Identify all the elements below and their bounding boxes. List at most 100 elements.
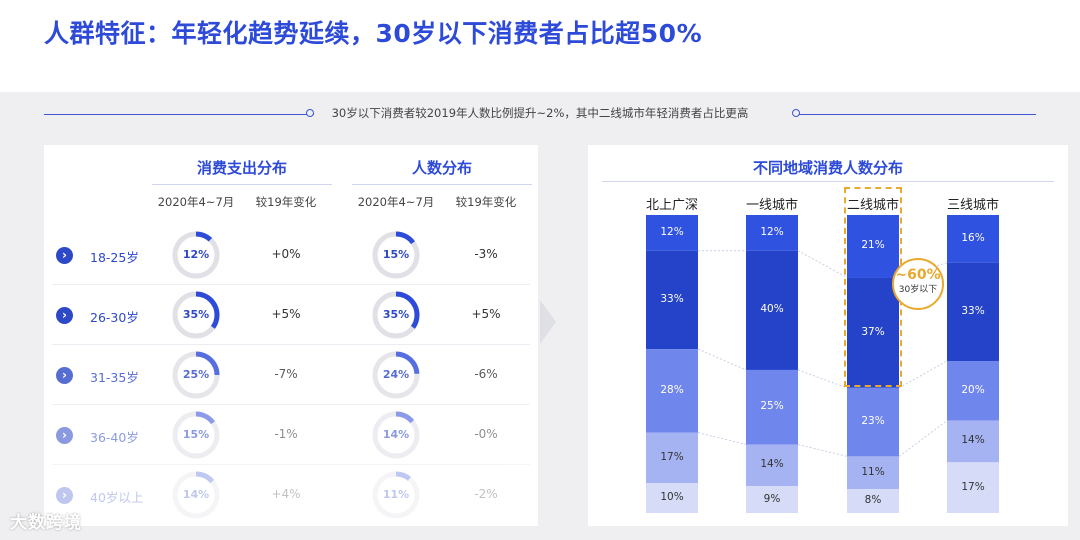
subtitle-line-right <box>798 114 1036 115</box>
segment-value-label: 28% <box>660 383 684 396</box>
bar-segment <box>646 215 698 251</box>
segment-value-label: 23% <box>861 415 885 428</box>
segment-value-label: 14% <box>961 434 985 447</box>
row-divider <box>52 284 530 285</box>
spend-group-title: 消费支出分布 <box>152 157 332 185</box>
bar-segment <box>646 250 698 350</box>
spend-ring <box>172 471 220 519</box>
stacked-bar-chart <box>646 215 999 513</box>
people-percent: 35% <box>382 308 410 321</box>
spend-ring <box>172 411 220 459</box>
people-change: -2% <box>474 487 498 501</box>
connector-line <box>898 360 948 389</box>
table-row: › 40岁以上 14% +4% 11% -2% <box>44 465 538 525</box>
spend-percent: 14% <box>182 488 210 501</box>
subtitle-text: 30岁以下消费者较2019年人数比例提升~2%，其中二线城市年轻消费者占比更高 <box>321 106 759 120</box>
spend-percent: 25% <box>182 368 210 381</box>
segment-value-label: 9% <box>763 492 781 505</box>
row-divider <box>52 404 530 405</box>
watermark-logo: 大数跨境 <box>10 513 82 533</box>
callout-value: ~60% <box>895 267 941 283</box>
segment-value-label: 14% <box>760 458 784 471</box>
highlight-callout: ~60% 30岁以下 <box>892 258 944 310</box>
category-label: 二线城市 <box>846 198 899 213</box>
spend-percent: 12% <box>182 248 210 261</box>
bar-segment <box>847 489 899 513</box>
row-divider <box>52 464 530 465</box>
bar-segment <box>646 349 698 433</box>
segment-value-label: 8% <box>864 494 882 507</box>
bar-segment <box>646 483 698 513</box>
spend-ring <box>172 231 220 279</box>
table-row: › 36-40岁 15% -1% 14% -0% <box>44 405 538 465</box>
people-period-header: 2020年4~7月 <box>357 195 435 209</box>
segment-value-label: 12% <box>660 225 684 238</box>
people-percent: 11% <box>382 488 410 501</box>
age-label: 40岁以上 <box>90 490 144 505</box>
region-chart-panel: 不同地域消费人数分布 北上广深 12% 33% 28% 17% 10% 一线城市 12% 40%… <box>588 145 1068 526</box>
bar-segment <box>746 486 798 513</box>
spend-change-header: 较19年变化 <box>255 195 317 209</box>
bar-segment <box>947 420 999 463</box>
segment-value-label: 11% <box>861 465 885 478</box>
bar-segment <box>746 444 798 487</box>
page-title: 人群特征：年轻化趋势延续，30岁以下消费者占比超50% <box>44 19 703 48</box>
chevron-right-icon: › <box>56 487 73 504</box>
connector-line <box>898 420 948 457</box>
chart-title: 不同地域消费人数分布 <box>752 159 903 177</box>
bar-segment <box>847 277 899 388</box>
bar-segment <box>947 215 999 263</box>
segment-value-label: 33% <box>660 292 684 305</box>
spend-change: +4% <box>271 487 301 501</box>
people-ring <box>372 471 420 519</box>
people-change: +5% <box>471 307 501 321</box>
segment-value-label: 17% <box>660 450 684 463</box>
segment-value-label: 16% <box>961 231 985 244</box>
age-label: 36-40岁 <box>90 430 139 445</box>
segment-value-label: 21% <box>861 239 885 252</box>
segment-value-label: 10% <box>660 491 684 504</box>
spend-change: -1% <box>274 427 298 441</box>
chevron-right-icon: › <box>56 247 73 264</box>
people-percent: 14% <box>382 428 410 441</box>
segment-value-label: 25% <box>760 400 784 413</box>
spend-change: -7% <box>274 367 298 381</box>
spend-percent: 15% <box>182 428 210 441</box>
people-group-title: 人数分布 <box>352 157 532 185</box>
age-distribution-panel: 消费支出分布 人数分布 2020年4~7月 较19年变化 2020年4~7月 较… <box>44 145 538 526</box>
people-change-header: 较19年变化 <box>455 195 517 209</box>
connector-line <box>797 369 848 389</box>
bar-segment <box>847 215 899 278</box>
segment-value-label: 40% <box>760 303 784 316</box>
spend-ring <box>172 351 220 399</box>
connector-line <box>797 443 848 457</box>
spend-change: +5% <box>271 307 301 321</box>
bar-segment <box>947 262 999 362</box>
people-ring <box>372 291 420 339</box>
connector-line <box>697 348 747 371</box>
chevron-right-icon: › <box>56 307 73 324</box>
subtitle: 30岁以下消费者较2019年人数比例提升~2%，其中二线城市年轻消费者占比更高 <box>0 105 1080 121</box>
subtitle-dot-right <box>792 109 800 117</box>
spend-period-header: 2020年4~7月 <box>157 195 235 209</box>
spend-percent: 35% <box>182 308 210 321</box>
spend-change: +0% <box>271 247 301 261</box>
segment-value-label: 37% <box>861 325 885 338</box>
table-row: › 26-30岁 35% +5% 35% +5% <box>44 285 538 345</box>
chart-title-rule <box>602 181 1054 182</box>
segment-value-label: 20% <box>961 383 985 396</box>
bar-segment <box>746 215 798 251</box>
segment-value-label: 17% <box>961 480 985 493</box>
connector-line <box>797 250 848 279</box>
table-row: › 31-35岁 25% -7% 24% -6% <box>44 345 538 405</box>
segment-value-label: 33% <box>961 304 985 317</box>
age-label: 18-25岁 <box>90 250 139 265</box>
people-ring <box>372 411 420 459</box>
bar-segment <box>847 387 899 457</box>
age-label: 26-30岁 <box>90 310 139 325</box>
subtitle-line-left <box>44 114 314 115</box>
people-change: -0% <box>474 427 498 441</box>
bar-segment <box>847 456 899 490</box>
spend-ring <box>172 291 220 339</box>
subtitle-dot-left <box>306 109 314 117</box>
